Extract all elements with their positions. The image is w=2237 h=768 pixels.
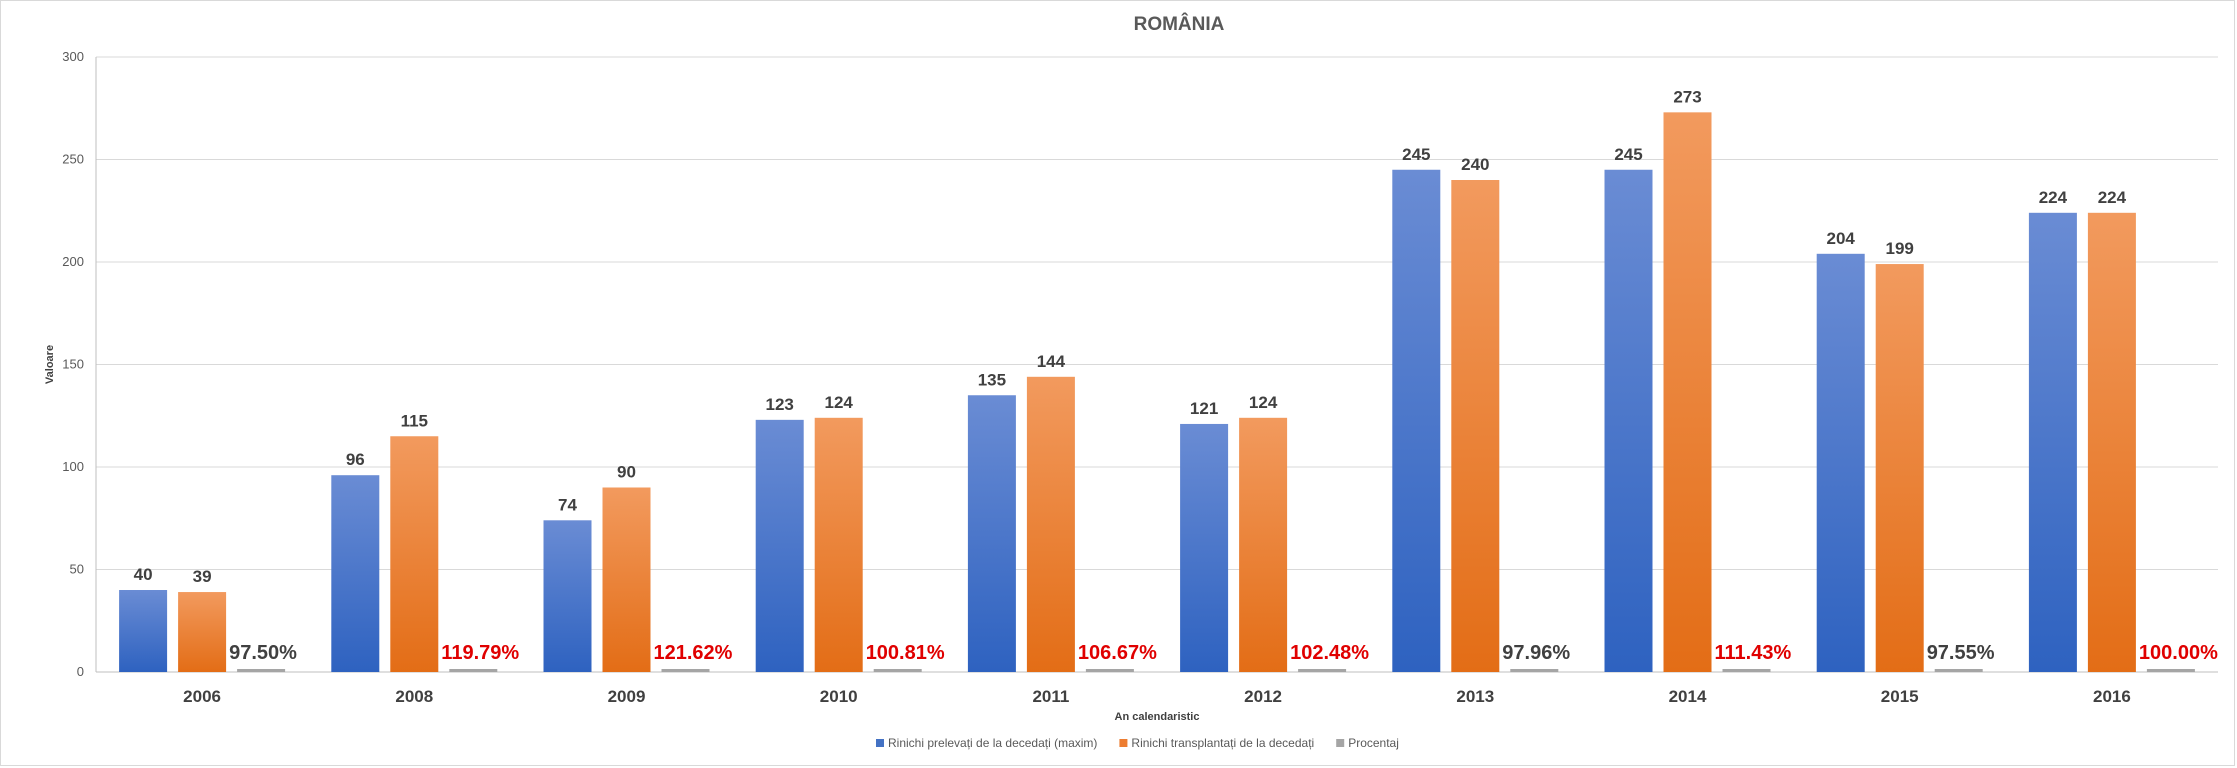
x-tick-label: 2015 <box>1881 687 1919 706</box>
bar-prelevati <box>1604 169 1653 672</box>
axes: 0 50 100 150 200 250 300 2006 2008 2009 2010 2011 20… <box>62 49 2218 706</box>
x-tick-label: 2016 <box>2093 687 2131 706</box>
bar-procentaj <box>1085 669 1134 672</box>
bar-procentaj <box>1510 669 1559 672</box>
data-label: 96 <box>346 450 365 469</box>
data-label: 135 <box>978 370 1006 389</box>
data-label: 40 <box>134 565 153 584</box>
data-label: 124 <box>825 393 854 412</box>
percent-label: 97.55% <box>1927 642 1995 664</box>
bar-prelevati <box>1180 423 1229 672</box>
bar-prelevati <box>1392 169 1441 672</box>
bar-procentaj <box>1934 669 1983 672</box>
x-tick-label: 2011 <box>1032 687 1069 706</box>
x-tick-label: 2009 <box>608 687 646 706</box>
x-tick-label: 2012 <box>1244 687 1282 706</box>
bar-transplantati <box>390 436 439 672</box>
data-label: 224 <box>2039 188 2068 207</box>
data-label: 74 <box>558 495 577 514</box>
data-label: 90 <box>617 463 636 482</box>
percent-label: 97.50% <box>229 642 297 664</box>
data-label: 224 <box>2098 188 2127 207</box>
bars <box>119 112 2195 673</box>
legend-label: Rinichi prelevați de la decedați (maxim) <box>888 736 1097 750</box>
percent-label: 100.00% <box>2139 642 2218 664</box>
bar-transplantati <box>1239 417 1288 672</box>
data-label: 240 <box>1461 155 1489 174</box>
data-label: 123 <box>766 395 794 414</box>
legend-label: Procentaj <box>1348 736 1399 750</box>
bar-transplantati <box>602 487 651 672</box>
bar-transplantati <box>1663 112 1712 673</box>
bar-prelevati <box>2028 212 2077 673</box>
legend-label: Rinichi transplantați de la decedați <box>1131 736 1314 750</box>
bar-prelevati <box>119 590 168 672</box>
bar-transplantati <box>2087 212 2136 673</box>
data-label: 121 <box>1190 399 1218 418</box>
data-labels: 40 39 97.50% 96 115 119.79% 74 90 121.62% 123 124 1… <box>134 87 2218 664</box>
legend-swatch <box>1119 739 1128 747</box>
percent-label: 97.96% <box>1502 642 1570 664</box>
data-label: 245 <box>1614 145 1642 164</box>
bar-procentaj <box>661 669 710 672</box>
legend: Rinichi prelevați de la decedați (maxim)… <box>876 736 1399 750</box>
bar-transplantati <box>1451 180 1500 672</box>
data-label: 124 <box>1249 393 1278 412</box>
y-tick-label: 150 <box>62 357 84 372</box>
y-tick-label: 100 <box>62 459 84 474</box>
bar-procentaj <box>2146 669 2195 672</box>
bar-prelevati <box>755 419 804 672</box>
bar-prelevati <box>331 475 380 672</box>
y-tick-label: 200 <box>62 254 84 269</box>
x-tick-label: 2008 <box>395 687 433 706</box>
legend-swatch <box>876 739 884 747</box>
x-tick-label: 2013 <box>1456 687 1494 706</box>
y-tick-label: 250 <box>62 152 84 167</box>
y-tick-label: 50 <box>70 562 84 577</box>
x-tick-label: 2014 <box>1669 687 1707 706</box>
bar-transplantati <box>814 417 863 672</box>
percent-label: 121.62% <box>654 642 733 664</box>
legend-swatch <box>1336 739 1345 747</box>
y-axis-title: Valoare <box>44 345 56 384</box>
bar-procentaj <box>449 669 498 672</box>
y-tick-label: 0 <box>77 664 84 679</box>
percent-label: 100.81% <box>866 642 945 664</box>
bar-prelevati <box>967 395 1016 672</box>
bar-transplantati <box>1026 376 1075 672</box>
percent-label: 102.48% <box>1290 642 1369 664</box>
x-tick-label: 2006 <box>183 687 221 706</box>
x-tick-label: 2010 <box>820 687 858 706</box>
bar-transplantati <box>1875 264 1924 672</box>
bar-procentaj <box>873 669 922 672</box>
x-axis-title: An calendaristic <box>1115 711 1200 723</box>
bar-transplantati <box>178 592 227 672</box>
percent-label: 106.67% <box>1078 642 1157 664</box>
data-label: 144 <box>1037 352 1066 371</box>
data-label: 115 <box>401 411 428 430</box>
data-label: 273 <box>1673 87 1701 106</box>
percent-label: 119.79% <box>441 642 519 664</box>
y-tick-label: 300 <box>62 49 84 64</box>
bar-procentaj <box>237 669 286 672</box>
percent-label: 111.43% <box>1715 642 1792 664</box>
data-label: 204 <box>1827 229 1856 248</box>
bar-prelevati <box>1816 253 1865 673</box>
bar-procentaj <box>1298 669 1347 672</box>
bar-prelevati <box>543 520 592 672</box>
bar-procentaj <box>1722 669 1771 672</box>
data-label: 199 <box>1886 239 1914 258</box>
data-label: 245 <box>1402 145 1430 164</box>
chart-title: ROMÂNIA <box>1134 13 1225 35</box>
data-label: 39 <box>193 567 212 586</box>
